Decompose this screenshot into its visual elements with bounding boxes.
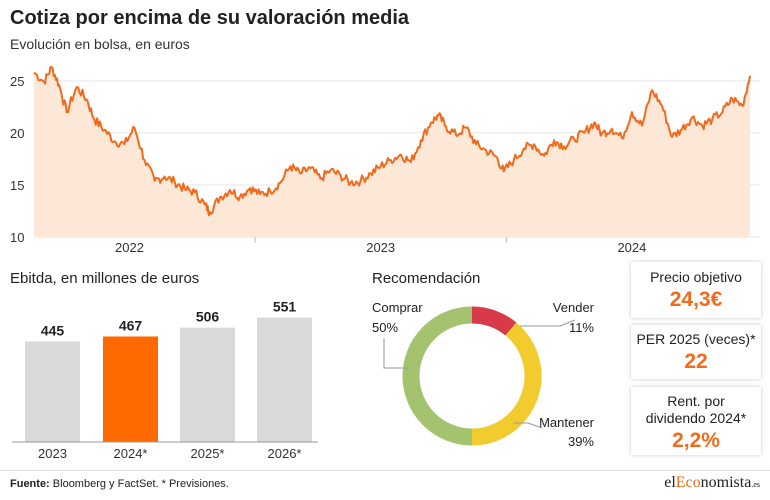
slice-label-comprar: Comprar [372,300,423,315]
logo-part-1: el [664,474,676,491]
page-title: Cotiza por encima de su valoración media [10,7,410,29]
bar-value-label-2023: 445 [41,322,65,338]
card-precio-objetivo-value: 24,3€ [669,288,723,311]
card-per-2025: PER 2025 (veces)* 22 [631,325,761,379]
logo-part-3: nomista [700,474,752,491]
bar-2025* [180,327,235,442]
y-tick-label-10: 10 [10,230,24,245]
card-precio-objetivo: Precio objetivo 24,3€ [631,262,761,318]
logo-part-2: Eco [675,474,701,491]
y-tick-label-20: 20 [10,126,24,141]
x-tick-label-2024: 2024 [617,240,646,255]
footer-source: Fuente: Bloomberg y FactSet. * Prevision… [10,478,229,490]
card-rent-dividendo: Rent. por dividendo 2024* 2,2% [631,387,761,455]
footer-source-text: Bloomberg y FactSet. * Previsiones. [49,478,229,490]
logo-suffix: .es [751,480,760,489]
slice-leader-vender [520,319,576,327]
price-area [34,66,750,237]
bar-value-label-2024*: 467 [119,317,143,333]
bar-2026* [257,317,312,442]
card-rent-dividendo-label: Rent. por dividendo 2024* [645,393,747,426]
page-subtitle: Evolución en bolsa, en euros [10,36,190,52]
slice-value-mantener: 39% [568,434,594,449]
card-per-2025-label: PER 2025 (veces)* [636,331,756,347]
slice-comprar [402,306,473,446]
y-tick-label-15: 15 [10,178,24,193]
price-line-chart: 10 15 20 25 2022 2023 2024 [10,65,760,255]
slice-value-comprar: 50% [372,320,398,335]
slice-label-mantener: Mantener [539,415,595,430]
card-per-2025-value: 22 [684,350,708,373]
recomendacion-donut-chart: Vender 11% Mantener 39% Comprar 50% [372,300,595,449]
slice-vender [471,306,517,336]
recomendacion-title: Recomendación [372,270,481,287]
slice-label-vender: Vender [553,300,595,315]
x-tick-label-2023: 2023 [366,240,395,255]
card-precio-objetivo-label: Precio objetivo [650,269,742,285]
ebitda-title: Ebitda, en millones de euros [10,270,200,287]
bar-category-label-2026*: 2026* [268,446,302,461]
bar-category-label-2025*: 2025* [191,446,225,461]
footer-source-label: Fuente: [10,478,50,490]
slice-leader-mantener [513,422,543,429]
footer-divider [0,470,770,471]
bar-2024* [103,336,158,442]
bar-value-label-2025*: 506 [196,309,220,325]
slice-leader-comprar [383,338,409,369]
ebitda-bar-chart: 445 2023 467 2024* 506 2025* 551 2026* [12,299,318,461]
bar-2023 [25,341,80,442]
x-tick-label-2022: 2022 [115,240,144,255]
card-rent-dividendo-value: 2,2% [672,429,720,452]
price-line [33,65,751,217]
bar-category-label-2024*: 2024* [114,446,148,461]
slice-value-vender: 11% [569,320,594,335]
bar-value-label-2026*: 551 [273,299,297,315]
slice-mantener [471,322,542,446]
eleconomista-logo: elEconomista.es [664,474,760,492]
y-tick-label-25: 25 [10,74,24,89]
bar-category-label-2023: 2023 [38,446,67,461]
